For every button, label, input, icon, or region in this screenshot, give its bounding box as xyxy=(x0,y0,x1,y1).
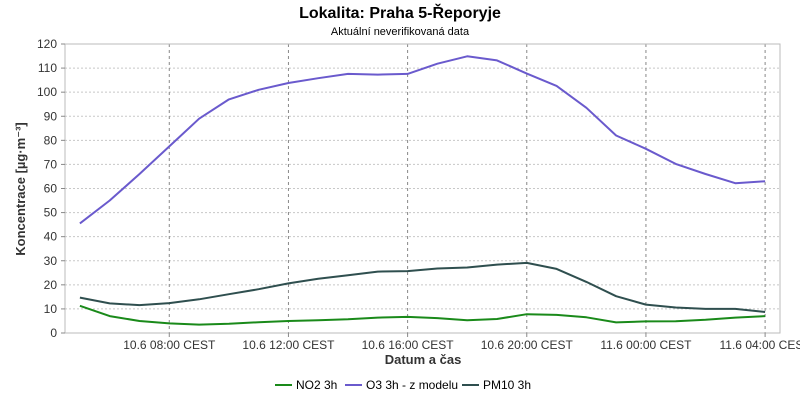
grid-lines xyxy=(65,43,780,334)
series-line-no2 xyxy=(79,304,766,326)
series-line-o3 xyxy=(79,55,766,225)
y-tick-label: 70 xyxy=(44,157,58,171)
series-line-pm10 xyxy=(79,261,766,313)
y-tick-label: 60 xyxy=(44,182,58,196)
y-tick-label: 90 xyxy=(44,109,58,123)
y-tick-label: 0 xyxy=(50,326,57,340)
x-tick-label: 11.6 04:00 CEST xyxy=(720,338,800,352)
legend-label: PM10 3h xyxy=(483,378,531,392)
x-tick-label: 11.6 00:00 CEST xyxy=(600,338,692,352)
chart-title: Lokalita: Praha 5-Řeporyje xyxy=(299,3,501,22)
x-tick-label: 10.6 08:00 CEST xyxy=(123,338,216,352)
y-tick-label: 100 xyxy=(37,85,57,99)
y-tick-label: 110 xyxy=(38,61,57,75)
y-tick-label: 50 xyxy=(44,206,58,220)
x-tick-label: 10.6 20:00 CEST xyxy=(481,338,574,352)
y-axis: 0 10 20 30 40 50 60 70 80 90 100 110 120 xyxy=(37,37,65,340)
y-tick-label: 20 xyxy=(44,278,58,292)
y-tick-label: 120 xyxy=(37,37,57,51)
series-lines xyxy=(79,55,766,326)
y-tick-label: 10 xyxy=(44,302,58,316)
x-tick-label: 10.6 12:00 CEST xyxy=(242,338,335,352)
y-tick-label: 40 xyxy=(44,230,58,244)
x-tick-label: 10.6 16:00 CEST xyxy=(362,338,455,352)
chart-subtitle: Aktuální neverifikovaná data xyxy=(331,26,470,38)
y-tick-label: 80 xyxy=(44,133,58,147)
y-axis-title: Koncentrace [µg·m⁻³] xyxy=(13,122,28,256)
x-axis-title: Datum a čas xyxy=(385,352,462,367)
legend-label: NO2 3h xyxy=(296,378,337,392)
legend-label: O3 3h - z modelu xyxy=(366,378,458,392)
x-axis: 10.6 08:00 CEST 10.6 12:00 CEST 10.6 16:00… xyxy=(123,333,800,352)
legend: NO2 3h O3 3h - z modelu PM10 3h xyxy=(275,378,531,392)
y-tick-label: 30 xyxy=(44,254,58,268)
